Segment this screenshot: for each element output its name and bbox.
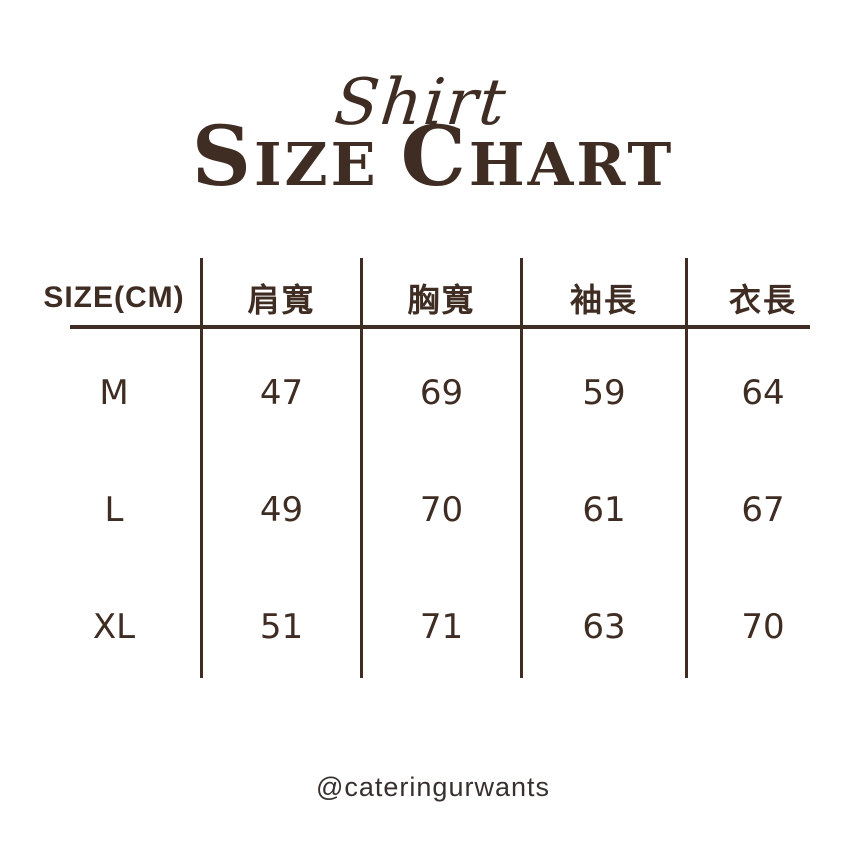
row-xl-sleeve: 63	[520, 561, 685, 678]
title-chart-initial: C	[400, 109, 469, 205]
header-shoulder-width: 肩寬	[200, 258, 360, 327]
row-l-sleeve: 61	[520, 444, 685, 561]
row-xl-chest: 71	[360, 561, 520, 678]
row-m-chest: 69	[360, 327, 520, 444]
title-word-size: SIZE	[192, 116, 379, 198]
size-table: SIZE(CM) 肩寬 胸寬 袖長 衣長 M 47 69 59 64 L 49 …	[28, 258, 838, 678]
title-size-initial: S	[191, 109, 254, 205]
header-garment-length: 衣長	[685, 258, 838, 327]
title-script-shirt: Shirt	[331, 66, 511, 140]
page-title: SIZE CHART	[0, 116, 866, 198]
row-m-sleeve: 59	[520, 327, 685, 444]
row-l-shoulder: 49	[200, 444, 360, 561]
row-l-size-label: L	[104, 489, 124, 530]
row-m-shoulder: 47	[200, 327, 360, 444]
header-chest-width: 胸寬	[360, 258, 520, 327]
row-xl-shoulder: 51	[200, 561, 360, 678]
header-sleeve-length: 袖長	[520, 258, 685, 327]
row-l-chest: 70	[360, 444, 520, 561]
title-size-rest: IZE	[253, 130, 379, 199]
title-word-chart: CHART	[401, 116, 675, 198]
row-m-size-label: M	[99, 372, 129, 413]
header-size-cm: SIZE(CM)	[43, 280, 185, 314]
row-xl-length: 70	[685, 561, 838, 678]
header-divider-line	[70, 325, 810, 329]
row-l-length: 67	[685, 444, 838, 561]
title-chart-rest: HART	[468, 130, 675, 199]
footer-handle: @cateringurwants	[315, 772, 550, 802]
row-m-length: 64	[685, 327, 838, 444]
row-xl-size-label: XL	[92, 606, 136, 647]
